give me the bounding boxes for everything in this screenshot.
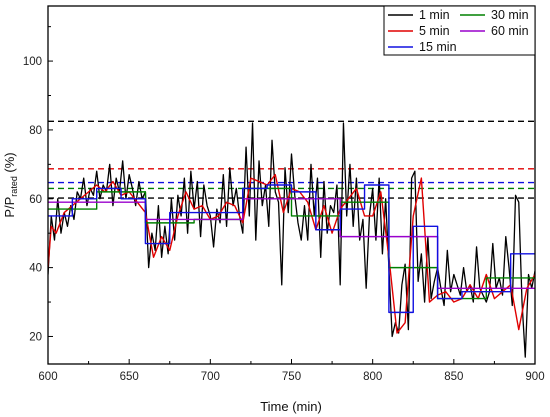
legend-label-60min: 60 min [491,24,529,38]
y-tick-label: 40 [29,263,42,275]
legend-label-30min: 30 min [491,8,529,22]
y-tick-label: 20 [29,331,42,343]
y-tick-label: 60 [29,194,42,206]
y-axis: 20 40 60 80 100 [23,26,53,343]
legend-label-1min: 1 min [419,8,450,22]
x-tick-label: 700 [201,371,220,383]
x-tick-label: 650 [120,371,139,383]
legend: 1 min 30 min 5 min 60 min 15 min [383,5,536,56]
x-tick-label: 900 [525,371,544,383]
y-axis-label-main: P/P [2,197,17,218]
y-axis-label: P/Prated (%) [2,152,19,217]
series-line-5min [48,173,535,334]
x-tick-label: 800 [363,371,382,383]
legend-label-5min: 5 min [419,24,450,38]
legend-label-15min: 15 min [419,40,457,54]
y-tick-label: 80 [29,125,42,137]
x-tick-label: 850 [444,371,463,383]
x-axis-label: Time (min) [260,399,322,414]
series-layer [48,122,535,358]
y-axis-label-unit: (%) [2,152,17,176]
x-tick-label: 600 [38,371,57,383]
x-axis: 600 650 700 750 800 850 900 [38,359,545,383]
series-line-1min [48,122,535,358]
series-line-15min [48,184,535,314]
x-tick-label: 750 [282,371,301,383]
y-tick-label: 100 [23,56,42,68]
y-axis-label-subscript: rated [9,176,19,197]
